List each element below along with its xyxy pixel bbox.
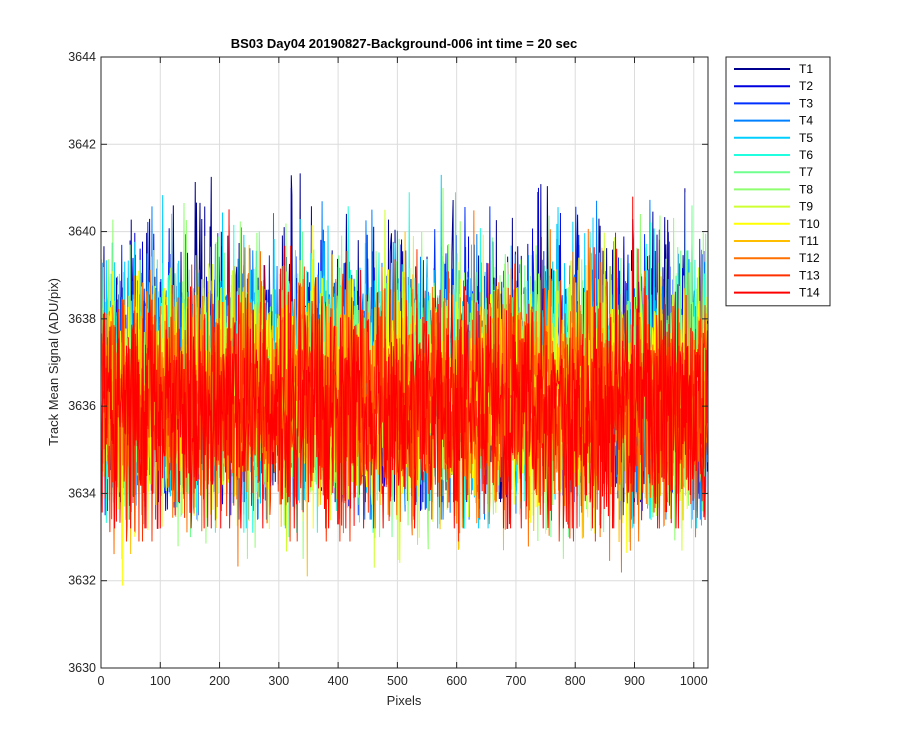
legend: T1 T2 T3 T4 T5 T6 T7 T8 T9 T10 T11 T12 T13 T14 [725,56,831,307]
legend-label-t12: T12 [799,251,820,265]
x-tick-label: 400 [328,674,349,688]
legend-label-t13: T13 [799,268,820,282]
legend-label-t1: T1 [799,62,813,76]
y-tick-label: 3634 [68,486,96,500]
y-tick-label: 3636 [68,399,96,413]
x-tick-label: 200 [209,674,230,688]
legend-label-t9: T9 [799,200,813,214]
legend-box [725,56,831,307]
x-tick-label: 1000 [680,674,708,688]
axes: 0 100 200 300 400 500 600 700 800 900 1000 3630 3632… [68,50,709,688]
legend-label-t14: T14 [799,286,820,300]
chart-title: BS03 Day04 20190827-Background-006 int t… [231,36,578,51]
y-axis-title: Track Mean Signal (ADU/pix) [46,278,61,446]
legend-label-t3: T3 [799,96,813,110]
series-line-t14 [101,196,709,529]
y-tick-label: 3632 [68,574,96,588]
x-tick-label: 800 [565,674,586,688]
legend-label-t8: T8 [799,182,813,196]
y-tick-label: 3640 [68,225,96,239]
legend-label-t2: T2 [799,79,813,93]
y-tick-label: 3642 [68,137,96,151]
x-tick-label: 600 [446,674,467,688]
legend-label-t4: T4 [799,114,813,128]
x-axis-title: Pixels [387,693,422,708]
series-lines [101,173,709,586]
x-tick-label: 700 [506,674,527,688]
legend-label-t7: T7 [799,165,813,179]
x-tick-label: 300 [268,674,289,688]
y-tick-label: 3630 [68,661,96,675]
x-tick-label: 0 [98,674,105,688]
x-tick-label: 900 [624,674,645,688]
y-tick-label: 3644 [68,50,96,64]
x-tick-label: 100 [150,674,171,688]
legend-label-t6: T6 [799,148,813,162]
legend-label-t11: T11 [799,234,819,248]
legend-label-t5: T5 [799,131,813,145]
y-tick-label: 3638 [68,312,96,326]
legend-label-t10: T10 [799,217,820,231]
x-tick-label: 500 [387,674,408,688]
axes-box [100,56,709,669]
